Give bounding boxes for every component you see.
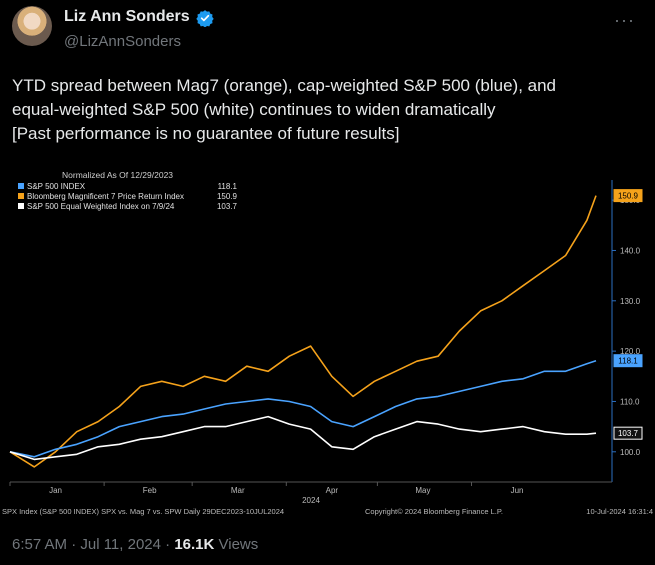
x-tick-label: Feb <box>143 486 157 495</box>
x-tick-label: May <box>415 486 430 495</box>
more-options-icon[interactable]: ··· <box>614 10 635 30</box>
x-year-label: 2024 <box>302 496 320 505</box>
legend-entry-name: S&P 500 INDEX <box>27 182 86 191</box>
author-handle[interactable]: @LizAnnSonders <box>64 33 181 50</box>
y-tick-label: 120.0 <box>620 347 641 356</box>
views-count: 16.1K <box>174 536 215 553</box>
chart-footer-copyright: Copyright© 2024 Bloomberg Finance L.P. <box>365 507 503 516</box>
legend-entry-value: 150.9 <box>217 192 238 201</box>
legend-swatch-orange <box>18 193 24 199</box>
x-tick-label: Jan <box>49 486 62 495</box>
tweet-text: YTD spread between Mag7 (orange), cap-we… <box>12 74 642 146</box>
verified-badge-icon <box>196 10 214 27</box>
x-tick-label: Mar <box>231 486 245 495</box>
y-tick-label: 130.0 <box>620 297 641 306</box>
y-tick-label: 140.0 <box>620 246 641 255</box>
chart-svg: Normalized As Of 12/29/2023 S&P 500 INDE… <box>2 170 653 516</box>
author-name[interactable]: Liz Ann Sonders <box>64 8 190 25</box>
legend-swatch-blue <box>18 183 24 189</box>
series-end-label-box <box>613 426 643 440</box>
y-tick-label: 100.0 <box>620 448 641 457</box>
series-end-label-box <box>613 354 643 368</box>
tweet-text-line: YTD spread between Mag7 (orange), cap-we… <box>12 76 557 95</box>
series-end-label: 150.9 <box>618 192 639 201</box>
chart-footer-source: SPX Index (S&P 500 INDEX) SPX vs. Mag 7 … <box>2 507 284 516</box>
x-tick-label: Jun <box>511 486 524 495</box>
series-end-label-box <box>613 189 643 203</box>
legend-entry-value: 103.7 <box>217 202 238 211</box>
avatar[interactable] <box>12 6 52 46</box>
legend-entry-value: 118.1 <box>218 182 238 191</box>
legend-entry-name: Bloomberg Magnificent 7 Price Return Ind… <box>27 192 184 201</box>
legend-swatch-white <box>18 203 24 209</box>
series-line-mag7 <box>9 195 597 468</box>
tweet-text-line: [Past performance is no guarantee of fut… <box>12 124 400 143</box>
x-tick-label: Apr <box>326 486 339 495</box>
views-label: Views <box>214 536 259 553</box>
series-end-label: 118.1 <box>618 357 638 366</box>
legend-entry-name: S&P 500 Equal Weighted Index on 7/9/24 <box>27 202 175 211</box>
series-line-sp500 <box>9 359 597 458</box>
series-end-label: 103.7 <box>618 429 639 438</box>
y-tick-label: 110.0 <box>620 397 640 406</box>
legend-title: Normalized As Of 12/29/2023 <box>62 170 173 180</box>
tweet-meta: 6:57 AM · Jul 11, 2024 · 16.1K Views <box>12 536 258 553</box>
chart-image[interactable]: Normalized As Of 12/29/2023 S&P 500 INDE… <box>0 160 655 520</box>
tweet-timestamp[interactable]: 6:57 AM · Jul 11, 2024 · <box>12 536 175 553</box>
series-line-equal-weight <box>9 415 597 461</box>
chart-footer-date: 10-Jul-2024 16:31:4 <box>586 507 653 516</box>
tweet-text-line: equal-weighted S&P 500 (white) continues… <box>12 100 496 119</box>
